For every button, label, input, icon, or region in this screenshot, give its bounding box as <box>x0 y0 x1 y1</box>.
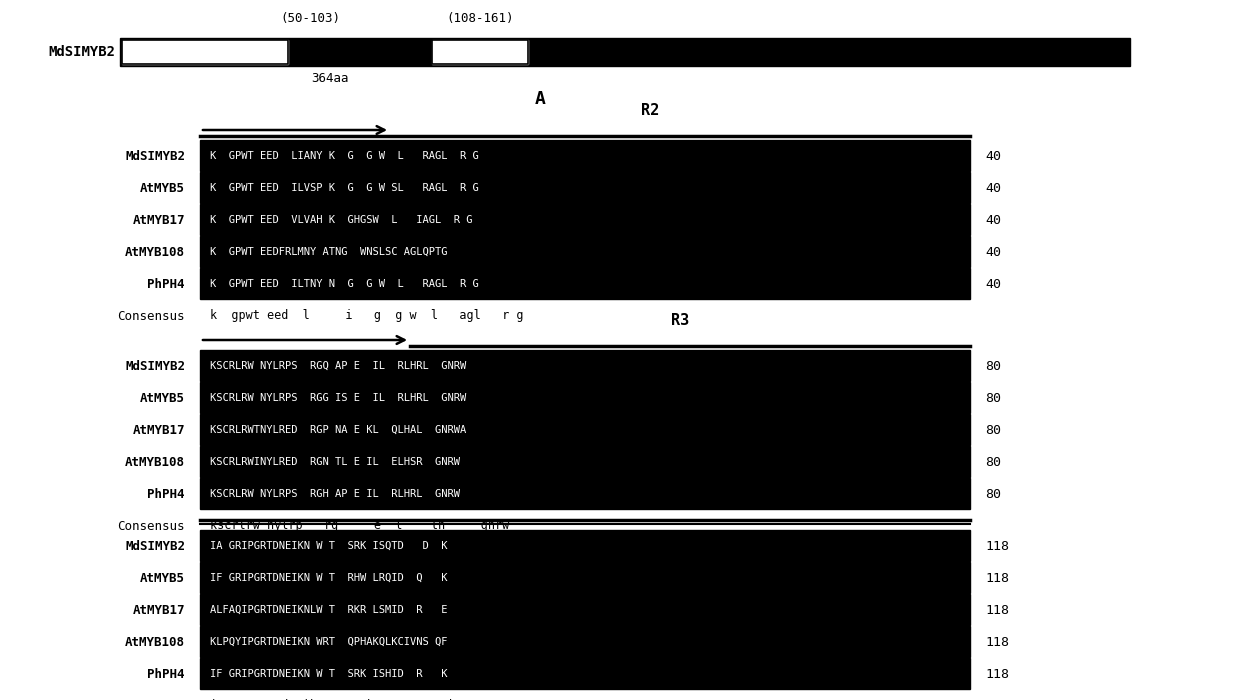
Bar <box>122 40 288 64</box>
Text: KLPQYIPGRTDNEIKN WRT  QPHAKQLKCIVNS QF: KLPQYIPGRTDNEIKN WRT QPHAKQLKCIVNS QF <box>210 637 448 647</box>
Text: 40: 40 <box>985 277 1001 290</box>
Bar <box>200 236 970 267</box>
Text: KSCRLRW NYLRPS  RGQ AP E  IL  RLHRL  GNRW: KSCRLRW NYLRPS RGQ AP E IL RLHRL GNRW <box>210 361 466 371</box>
Text: 80: 80 <box>985 456 1001 468</box>
Text: A: A <box>534 90 546 108</box>
Bar <box>200 626 970 657</box>
Text: PhPH4: PhPH4 <box>148 668 185 680</box>
Bar <box>200 204 970 235</box>
Text: IF GRIPGRTDNEIKN W T  SRK ISHID  R   K: IF GRIPGRTDNEIKN W T SRK ISHID R K <box>210 669 448 679</box>
Text: 80: 80 <box>985 487 1001 500</box>
Text: AtMYB5: AtMYB5 <box>140 571 185 584</box>
Bar <box>200 414 970 445</box>
Text: 118: 118 <box>985 540 1009 552</box>
Text: 80: 80 <box>985 391 1001 405</box>
Text: AtMYB5: AtMYB5 <box>140 181 185 195</box>
Bar <box>200 478 970 509</box>
Text: K  GPWT EED  ILTNY N  G  G W  L   RAGL  R G: K GPWT EED ILTNY N G G W L RAGL R G <box>210 279 479 289</box>
Text: 80: 80 <box>985 424 1001 437</box>
Bar <box>200 594 970 625</box>
Text: KSCRLRW NYLRPS  RGG IS E  IL  RLHRL  GNRW: KSCRLRW NYLRPS RGG IS E IL RLHRL GNRW <box>210 393 466 403</box>
Text: K  GPWT EED  VLVAH K  GHGSW  L   IAGL  R G: K GPWT EED VLVAH K GHGSW L IAGL R G <box>210 215 472 225</box>
Bar <box>200 658 970 689</box>
Bar <box>200 350 970 381</box>
Text: AtMYB5: AtMYB5 <box>140 391 185 405</box>
Text: AtMYB17: AtMYB17 <box>133 214 185 227</box>
Bar <box>200 140 970 171</box>
Text: AtMYB108: AtMYB108 <box>125 636 185 648</box>
Text: Consensus: Consensus <box>118 309 185 323</box>
Text: 364aa: 364aa <box>311 72 348 85</box>
Bar <box>200 172 970 203</box>
Text: R3: R3 <box>671 313 689 328</box>
Text: 118: 118 <box>985 668 1009 680</box>
Bar <box>432 40 528 64</box>
Text: MdSIMYB2: MdSIMYB2 <box>125 150 185 162</box>
Text: AtMYB108: AtMYB108 <box>125 246 185 258</box>
Text: KSCRLRW NYLRPS  RGH AP E IL  RLHRL  GNRW: KSCRLRW NYLRPS RGH AP E IL RLHRL GNRW <box>210 489 460 499</box>
Text: 118: 118 <box>985 603 1009 617</box>
Text: K  GPWT EEDFRLMNY ATNG  WNSLSC AGLQPTG: K GPWT EEDFRLMNY ATNG WNSLSC AGLQPTG <box>210 247 448 257</box>
Text: 40: 40 <box>985 150 1001 162</box>
Text: MdSIMYB2: MdSIMYB2 <box>48 45 115 59</box>
Text: k  gpwt eed  l     i   g  g w  l   agl   r g: k gpwt eed l i g g w l agl r g <box>210 309 523 323</box>
Text: 118: 118 <box>985 571 1009 584</box>
Text: (108-161): (108-161) <box>446 12 513 25</box>
Text: AtMYB17: AtMYB17 <box>133 424 185 437</box>
Text: Consensus: Consensus <box>118 519 185 533</box>
Text: kscrlrw nylrp   rg     e  l    lh     gnrw: kscrlrw nylrp rg e l lh gnrw <box>210 519 510 533</box>
Text: K  GPWT EED  LIANY K  G  G W  L   RAGL  R G: K GPWT EED LIANY K G G W L RAGL R G <box>210 151 479 161</box>
Bar <box>120 38 1130 66</box>
Text: B: B <box>615 670 625 688</box>
Bar <box>122 40 288 64</box>
Text: 40: 40 <box>985 214 1001 227</box>
Text: 40: 40 <box>985 246 1001 258</box>
Text: (50-103): (50-103) <box>280 12 340 25</box>
Bar <box>200 530 970 561</box>
Text: AtMYB17: AtMYB17 <box>133 603 185 617</box>
Bar <box>200 562 970 593</box>
Text: AtMYB108: AtMYB108 <box>125 456 185 468</box>
Text: KSCRLRWINYLRED  RGN TL E IL  ELHSR  GNRW: KSCRLRWINYLRED RGN TL E IL ELHSR GNRW <box>210 457 460 467</box>
Text: MdSIMYB2: MdSIMYB2 <box>125 540 185 552</box>
Text: PhPH4: PhPH4 <box>148 487 185 500</box>
Text: K  GPWT EED  ILVSP K  G  G W SL   RAGL  R G: K GPWT EED ILVSP K G G W SL RAGL R G <box>210 183 479 193</box>
Text: PhPH4: PhPH4 <box>148 277 185 290</box>
Text: R2: R2 <box>641 103 660 118</box>
Text: MdSIMYB2: MdSIMYB2 <box>125 360 185 372</box>
Text: 118: 118 <box>985 636 1009 648</box>
Bar <box>432 40 528 64</box>
Bar <box>200 268 970 299</box>
Text: IF GRIPGRTDNEIKN W T  RHW LRQID  Q   K: IF GRIPGRTDNEIKN W T RHW LRQID Q K <box>210 573 448 583</box>
Bar <box>200 446 970 477</box>
Text: ALFAQIPGRTDNEIKNLW T  RKR LSMID  R   E: ALFAQIPGRTDNEIKNLW T RKR LSMID R E <box>210 605 448 615</box>
Text: KSCRLRWTNYLRED  RGP NA E KL  QLHAL  GNRWA: KSCRLRWTNYLRED RGP NA E KL QLHAL GNRWA <box>210 425 466 435</box>
Text: IA GRIPGRTDNEIKN W T  SRK ISQTD   D  K: IA GRIPGRTDNEIKN W T SRK ISQTD D K <box>210 541 448 551</box>
Text: 40: 40 <box>985 181 1001 195</box>
Text: 80: 80 <box>985 360 1001 372</box>
Bar <box>200 382 970 413</box>
